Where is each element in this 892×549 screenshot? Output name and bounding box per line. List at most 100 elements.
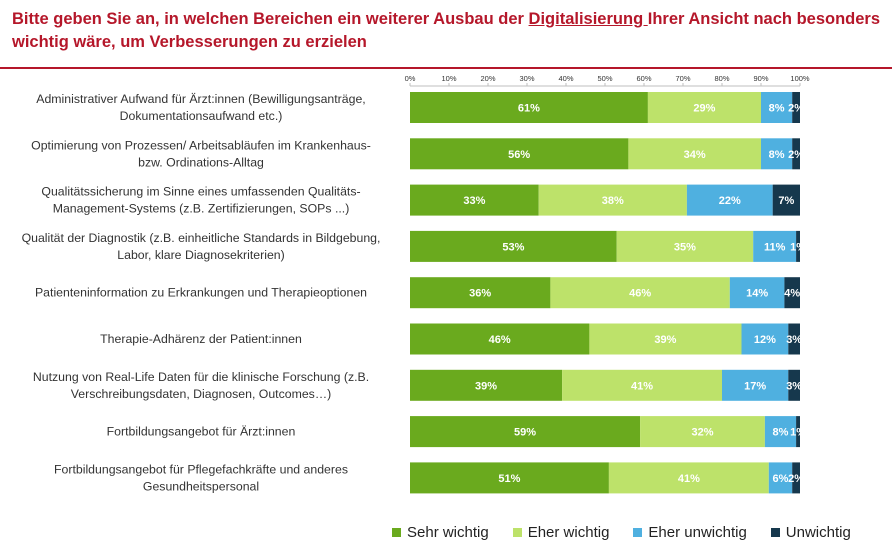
- x-tick-label: 60%: [636, 74, 651, 83]
- x-tick-label: 100%: [790, 74, 810, 83]
- data-label: 39%: [475, 380, 497, 392]
- legend-swatch: [512, 527, 522, 537]
- bar-segment: [410, 184, 539, 216]
- data-label: 33%: [463, 195, 485, 207]
- x-tick-label: 10%: [441, 74, 456, 83]
- data-label: 1%: [790, 241, 806, 253]
- bar-segment: [647, 92, 761, 123]
- bar-segment: [784, 277, 800, 309]
- data-label: 56%: [508, 149, 530, 161]
- legend-label: Eher unwichtig: [648, 523, 747, 541]
- category-label: bzw. Ordinations-Alltag: [138, 155, 264, 169]
- bar-segment: [788, 323, 800, 355]
- data-label: 34%: [684, 149, 706, 161]
- legend-swatch: [633, 527, 643, 537]
- bar-segment: [410, 323, 590, 355]
- bar-segment: [792, 462, 800, 494]
- data-label: 2%: [788, 473, 804, 485]
- bar-segment: [792, 138, 800, 170]
- title-divider: [0, 67, 892, 69]
- bar-segment: [410, 230, 617, 262]
- category-label: Qualität der Diagnostik (z.B. einheitlic…: [22, 231, 381, 245]
- data-label: 12%: [754, 334, 776, 346]
- data-label: 1%: [790, 427, 806, 439]
- data-label: 38%: [602, 195, 624, 207]
- chart-title: Bitte geben Sie an, in welchen Bereichen…: [12, 8, 887, 54]
- legend-item: Sehr wichtig: [392, 524, 489, 541]
- data-label: 14%: [746, 288, 768, 300]
- legend-swatch: [392, 527, 401, 537]
- title-underlined-term: Digitalisierung: [528, 10, 648, 28]
- legend-item: Unwichtig: [770, 523, 851, 541]
- bar-segment: [410, 277, 551, 309]
- bar-segment: [764, 416, 797, 448]
- chart-legend: Sehr wichtig Eher wichtig Eher unwichtig Un…: [392, 521, 851, 543]
- bar-segment: [768, 462, 793, 494]
- data-label: 35%: [674, 241, 696, 253]
- bar-segment: [761, 92, 793, 123]
- bar-segment: [562, 369, 722, 401]
- legend-label: Unwichtig: [785, 523, 851, 541]
- bar-segment: [729, 277, 785, 309]
- category-label: Fortbildungsangebot für Ärzt:innen: [107, 425, 296, 439]
- data-label: 8%: [769, 149, 785, 161]
- title-part-2: Ihrer Ansicht nach besonders wichtig wär…: [12, 10, 881, 51]
- x-tick-label: 30%: [519, 74, 534, 83]
- bar-segment: [788, 369, 800, 401]
- data-label: 8%: [773, 427, 789, 439]
- bar-segment: [410, 462, 609, 494]
- bar-segment: [761, 138, 793, 170]
- x-tick-label: 80%: [714, 74, 729, 83]
- category-label: Labor, klare Diagnosekriterien): [117, 248, 284, 262]
- data-label: 51%: [498, 473, 520, 485]
- bar-segment: [772, 184, 800, 216]
- category-label: Administrativer Aufwand für Ärzt:innen (…: [36, 92, 365, 106]
- bar-segment: [538, 184, 687, 216]
- x-tick-label: 40%: [558, 74, 573, 83]
- legend-swatch: [770, 527, 780, 537]
- x-tick-label: 90%: [753, 74, 768, 83]
- data-label: 46%: [629, 288, 651, 300]
- legend-item: Eher unwichtig: [633, 523, 747, 541]
- x-tick-label: 50%: [597, 74, 612, 83]
- data-label: 32%: [691, 427, 713, 439]
- bar-segment: [741, 323, 789, 355]
- data-label: 2%: [788, 149, 804, 161]
- bar-segment: [410, 416, 641, 448]
- bar-segment: [616, 230, 754, 262]
- data-label: 17%: [744, 380, 766, 392]
- data-label: 3%: [786, 334, 802, 346]
- stacked-bar-chart: 0% 10% 20% 30% 40% 50% 60% 70% 80% 90% 100% Adminis…: [22, 74, 810, 494]
- x-tick-label: 0%: [405, 74, 416, 83]
- bar-segment: [589, 323, 742, 355]
- data-label: 6%: [773, 473, 789, 485]
- title-part-1: Bitte geben Sie an, in welchen Bereichen…: [12, 10, 529, 28]
- data-label: 2%: [788, 103, 804, 115]
- category-label: Fortbildungsangebot für Pflegefachkräfte…: [54, 462, 348, 476]
- data-label: 61%: [518, 103, 540, 115]
- bar-segment: [792, 92, 800, 123]
- data-label: 39%: [654, 334, 676, 346]
- data-label: 41%: [631, 380, 653, 392]
- category-label: Nutzung von Real-Life Daten für die klin…: [33, 370, 369, 384]
- data-label: 22%: [719, 195, 741, 207]
- bar-segment: [410, 369, 563, 401]
- bar-segment: [796, 230, 800, 262]
- data-label: 11%: [764, 241, 786, 253]
- bar-segment: [753, 230, 797, 262]
- category-label: Management-Systems (z.B. Zertifizierunge…: [53, 202, 350, 216]
- data-label: 46%: [489, 334, 511, 346]
- category-label: Dokumentationsaufwand etc.): [120, 109, 283, 123]
- bar-segment: [550, 277, 730, 309]
- data-label: 41%: [678, 473, 700, 485]
- data-label: 59%: [514, 427, 536, 439]
- bar-segment: [686, 184, 773, 216]
- bar-segment: [640, 416, 765, 448]
- bar-segment: [608, 462, 769, 494]
- category-label: Therapie-Adhärenz der Patient:innen: [100, 332, 302, 346]
- x-tick-label: 70%: [675, 74, 690, 83]
- category-label: Qualitätssicherung im Sinne eines umfass…: [41, 185, 360, 199]
- bar-segment: [628, 138, 761, 170]
- data-label: 8%: [769, 103, 785, 115]
- legend-item: Eher wichtig: [512, 524, 609, 541]
